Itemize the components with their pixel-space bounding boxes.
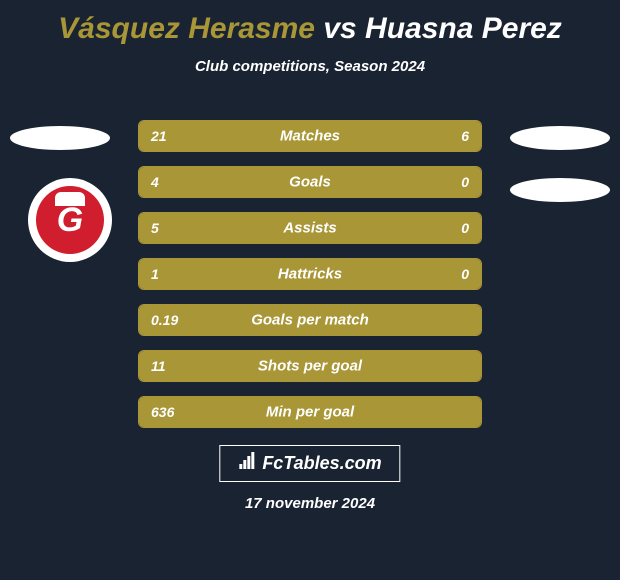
stat-value-right: 0 xyxy=(461,220,469,236)
comparison-title: Vásquez Herasme vs Huasna Perez xyxy=(0,0,620,46)
club-badge: G xyxy=(28,178,112,262)
date-label: 17 november 2024 xyxy=(0,495,620,512)
player1-name: Vásquez Herasme xyxy=(58,12,315,45)
stat-bar-left xyxy=(139,121,402,151)
watermark: FcTables.com xyxy=(219,445,400,482)
stat-label: Min per goal xyxy=(266,404,354,421)
stat-row: 21 6 Matches xyxy=(138,120,482,152)
stat-label: Hattricks xyxy=(278,266,342,283)
stat-value-right: 0 xyxy=(461,266,469,282)
stat-value-left: 21 xyxy=(151,128,167,144)
stat-row: 0.19 Goals per match xyxy=(138,304,482,336)
stat-value-left: 1 xyxy=(151,266,159,282)
stat-label: Goals xyxy=(289,174,331,191)
watermark-text: FcTables.com xyxy=(262,453,381,474)
stat-label: Shots per goal xyxy=(258,358,362,375)
stat-value-left: 0.19 xyxy=(151,312,178,328)
club-badge-letter: G xyxy=(36,186,104,254)
stat-row: 636 Min per goal xyxy=(138,396,482,428)
stat-row: 11 Shots per goal xyxy=(138,350,482,382)
signal-icon xyxy=(238,452,256,475)
stat-value-left: 5 xyxy=(151,220,159,236)
stat-value-right: 0 xyxy=(461,174,469,190)
stats-container: 21 6 Matches 4 0 Goals 5 0 Assists 1 0 Hattricks 0.1… xyxy=(138,120,482,442)
stat-value-right: 6 xyxy=(461,128,469,144)
stat-label: Assists xyxy=(283,220,336,237)
stat-value-left: 11 xyxy=(151,358,166,374)
stat-label: Matches xyxy=(280,128,340,145)
stat-row: 1 0 Hattricks xyxy=(138,258,482,290)
stat-label: Goals per match xyxy=(251,312,369,329)
placeholder-ellipse-right-1 xyxy=(510,126,610,150)
stat-value-left: 4 xyxy=(151,174,159,190)
placeholder-ellipse-left xyxy=(10,126,110,150)
player2-name: Huasna Perez xyxy=(365,12,562,45)
vs-separator: vs xyxy=(323,12,356,45)
stat-value-left: 636 xyxy=(151,404,174,420)
stat-row: 4 0 Goals xyxy=(138,166,482,198)
placeholder-ellipse-right-2 xyxy=(510,178,610,202)
stat-row: 5 0 Assists xyxy=(138,212,482,244)
subtitle: Club competitions, Season 2024 xyxy=(0,58,620,75)
